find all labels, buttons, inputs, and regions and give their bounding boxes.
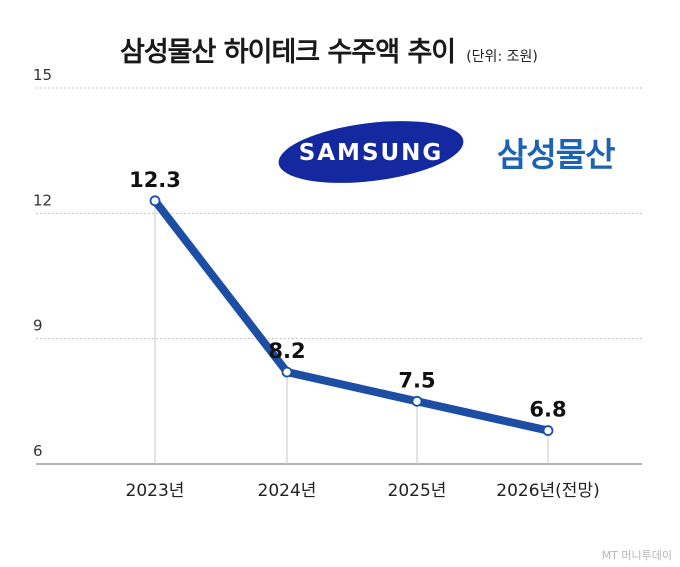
y-tick-label: 6 xyxy=(33,442,43,460)
x-tick-label: 2024년 xyxy=(258,481,317,501)
y-tick-label: 12 xyxy=(33,191,52,209)
data-point xyxy=(149,195,161,207)
samsung-logo-text: SAMSUNG xyxy=(299,140,444,166)
data-label: 6.8 xyxy=(529,398,566,422)
data-label: 8.2 xyxy=(268,339,305,363)
x-tick-label: 2025년 xyxy=(388,481,447,501)
data-label: 12.3 xyxy=(129,168,181,192)
watermark: MT 머니투데이 xyxy=(601,549,672,562)
data-point xyxy=(281,366,293,378)
data-label: 7.5 xyxy=(398,368,435,392)
series-line xyxy=(151,196,552,435)
data-point xyxy=(542,425,554,436)
y-tick-label: 15 xyxy=(33,66,52,84)
y-tick-label: 9 xyxy=(33,317,43,335)
chart-title-wrap: 삼성물산 하이테크 수주액 추이 (단위: 조원) xyxy=(120,30,538,69)
x-tick-label: 2023년 xyxy=(126,481,185,501)
unit-note: (단위: 조원) xyxy=(466,49,538,65)
brand-korean-logo: 삼성물산 xyxy=(497,135,615,174)
chart-title: 삼성물산 하이테크 수주액 추이 xyxy=(120,37,456,68)
data-point xyxy=(411,395,423,407)
samsung-logo: SAMSUNG xyxy=(276,119,466,185)
x-tick-label: 2026년(전망) xyxy=(496,481,599,501)
